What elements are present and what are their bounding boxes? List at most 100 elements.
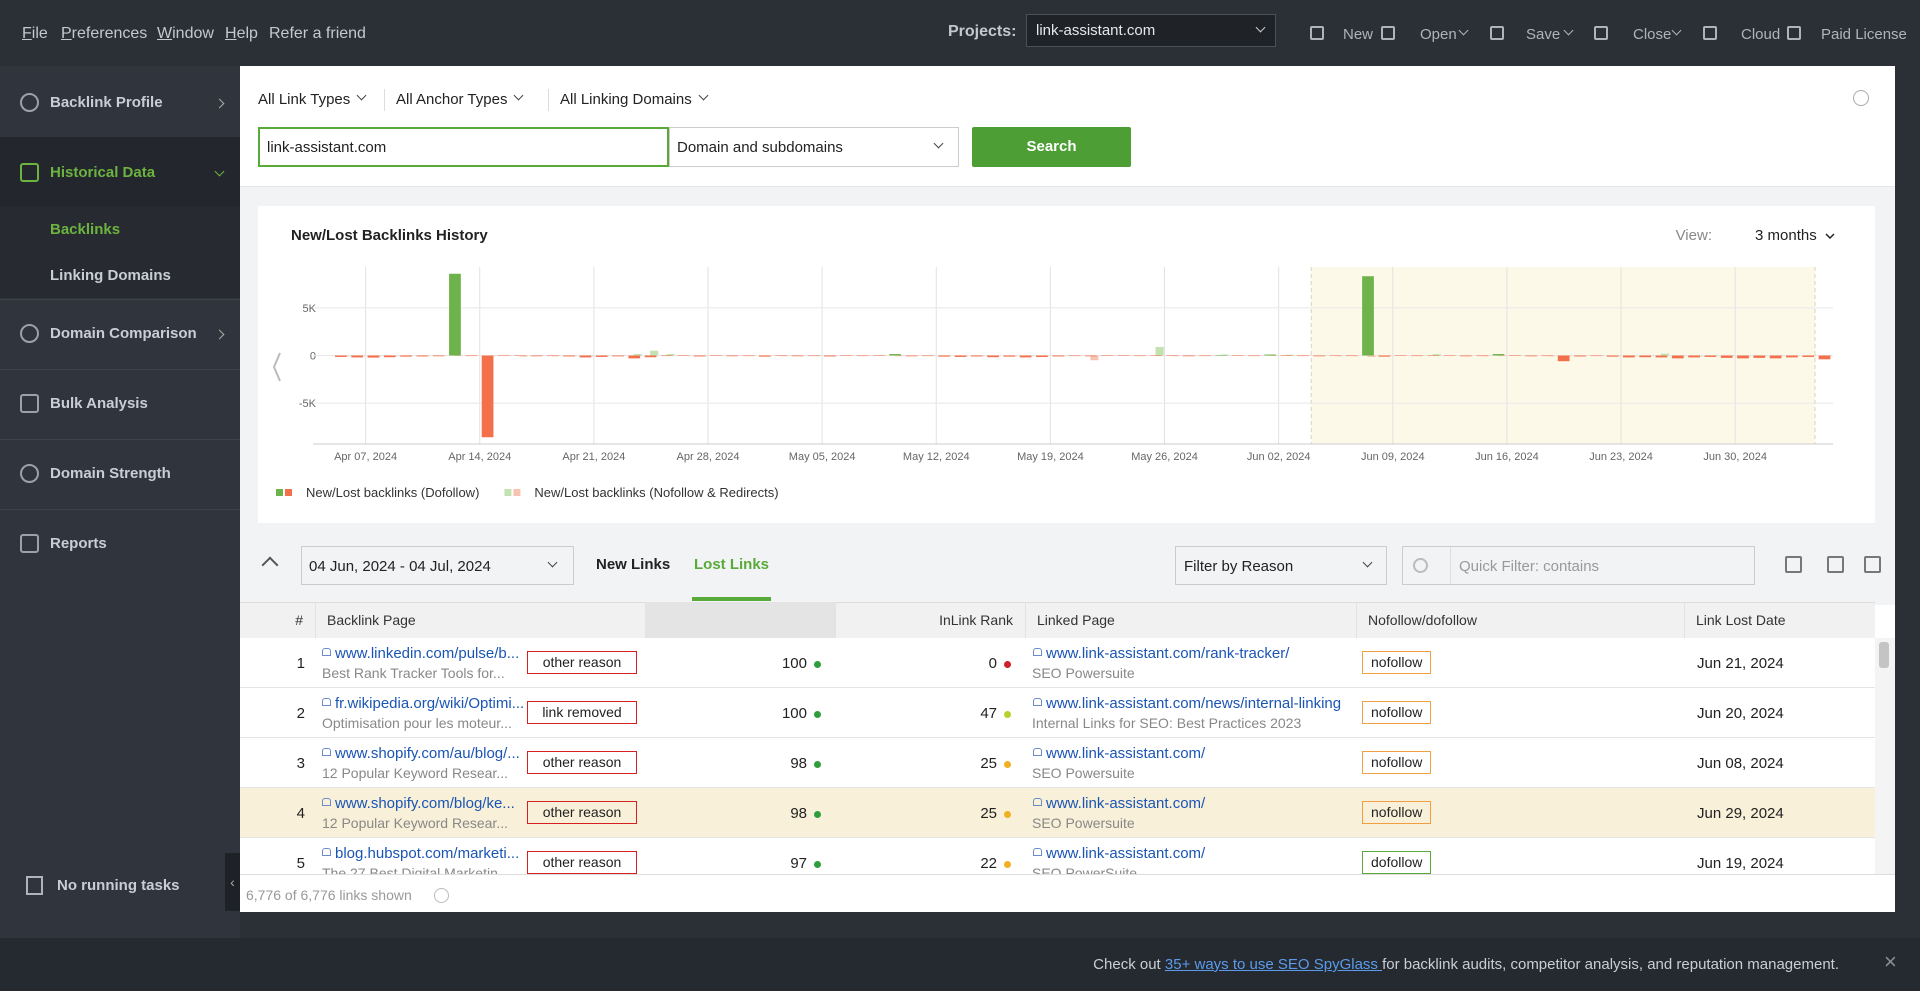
table-row[interactable]: 5 blog.hubspot.com/marketi... The 27 Best …	[240, 838, 1875, 874]
bar	[1476, 355, 1488, 357]
bar	[1285, 354, 1295, 356]
column-shade	[645, 602, 835, 638]
bar	[1367, 355, 1376, 357]
sidebar-item[interactable]: Domain Comparison	[50, 325, 197, 342]
sidebar-subitem[interactable]: Backlinks	[50, 221, 121, 238]
quick-filter[interactable]: Quick Filter: contains	[1402, 546, 1755, 585]
reason-filter[interactable]: Filter by Reason	[1175, 546, 1387, 585]
search-button[interactable]: Search	[972, 127, 1131, 167]
bar	[1215, 355, 1228, 356]
x-tick-label: Jun 16, 2024	[1475, 451, 1539, 463]
linked-url[interactable]: www.link-assistant.com/	[1046, 795, 1206, 812]
bar	[709, 355, 722, 356]
tab-active[interactable]: Lost Links	[694, 556, 770, 573]
row-number: 2	[296, 705, 305, 722]
bar	[1541, 355, 1554, 357]
column-header[interactable]: Link Lost Date	[1696, 612, 1786, 628]
backlink-url[interactable]: blog.hubspot.com/marketi...	[335, 845, 520, 862]
column-header[interactable]: Linked Page	[1037, 612, 1115, 628]
banner-link[interactable]: 35+ ways to use SEO SpyGlass	[1164, 956, 1383, 973]
menu-item[interactable]: Preferences	[61, 25, 148, 42]
toolbar-button[interactable]: Cloud	[1741, 26, 1781, 43]
sidebar-collapse[interactable]: ‹	[225, 853, 240, 911]
backlink-url[interactable]: www.shopify.com/blog/ke...	[335, 795, 515, 812]
bar	[1220, 354, 1229, 356]
column-header[interactable]: InLink Rank	[939, 612, 1013, 628]
column-header[interactable]: Backlink Page	[327, 612, 416, 628]
menu-item[interactable]: File	[22, 25, 48, 42]
bar	[1574, 355, 1586, 357]
reason-badge: other reason	[527, 651, 637, 674]
backlink-title: Best Rank Tracker Tools for...	[322, 665, 505, 681]
caret-icon	[547, 557, 558, 568]
backlink-url[interactable]: www.linkedin.com/pulse/b...	[335, 645, 520, 662]
sidebar-item[interactable]: Reports	[50, 535, 107, 552]
table-row[interactable]: 1 www.linkedin.com/pulse/b... Best Rank Tr…	[240, 638, 1875, 688]
toolbar-button[interactable]: Save	[1526, 26, 1561, 43]
menu-item[interactable]: Refer a friend	[269, 25, 366, 42]
toolbar-button[interactable]: Paid License	[1821, 26, 1907, 43]
filter-dropdown[interactable]: All Link Types	[258, 91, 351, 108]
linked-url[interactable]: www.link-assistant.com/	[1046, 745, 1206, 762]
project-dropdown[interactable]: link-assistant.com	[1026, 14, 1276, 47]
table-tool-icon[interactable]	[1785, 556, 1802, 573]
menu-item[interactable]: Help	[225, 25, 258, 42]
bar	[1155, 346, 1164, 356]
x-tick-label: Jun 02, 2024	[1247, 451, 1311, 463]
table-tool-icon[interactable]	[1864, 556, 1881, 573]
sidebar-subitem[interactable]: Linking Domains	[50, 267, 171, 284]
linked-url[interactable]: www.link-assistant.com/	[1046, 845, 1206, 862]
linked-title: Internal Links for SEO: Best Practices 2…	[1032, 715, 1302, 731]
toolbar-button[interactable]: Open	[1420, 26, 1457, 43]
bar	[954, 355, 967, 357]
top-bar	[0, 0, 1920, 66]
bar	[921, 355, 934, 357]
x-tick-label: Apr 28, 2024	[677, 451, 740, 463]
bar	[1068, 355, 1081, 357]
toolbar-icon	[1490, 26, 1504, 40]
table-row[interactable]: 3 www.shopify.com/au/blog/... 12 Popular K…	[240, 738, 1875, 788]
table-row[interactable]: 4 www.shopify.com/blog/ke... 12 Popular Ke…	[240, 788, 1875, 838]
scrollbar	[1875, 638, 1895, 874]
lock-icon	[322, 648, 331, 656]
tasks-icon	[26, 876, 43, 895]
banner-close[interactable]: ×	[1884, 949, 1897, 974]
search-text: link-assistant.com	[267, 139, 387, 156]
sidebar-item[interactable]: Backlink Profile	[50, 94, 163, 111]
main-panel: All Link Types All Anchor Types All Linkin…	[240, 66, 1895, 912]
backlink-url[interactable]: www.shopify.com/au/blog/...	[335, 745, 520, 762]
toolbar-icon	[1381, 26, 1395, 40]
backlink-url[interactable]: fr.wikipedia.org/wiki/Optimi...	[335, 695, 525, 712]
toolbar-button[interactable]: Close	[1633, 26, 1672, 43]
sidebar-item[interactable]: Historical Data	[50, 164, 156, 181]
follow-badge: nofollow	[1362, 651, 1432, 674]
scope-dropdown[interactable]: Domain and subdomains	[669, 127, 959, 167]
column-header[interactable]: Nofollow/dofollow	[1368, 612, 1477, 628]
sidebar-item[interactable]: Bulk Analysis	[50, 395, 148, 412]
bar	[840, 355, 853, 356]
menu-item[interactable]: Window	[157, 25, 214, 42]
legend-swatch	[513, 489, 521, 496]
search-input[interactable]: link-assistant.com	[258, 127, 669, 167]
bar	[546, 355, 559, 357]
bar	[1150, 355, 1162, 356]
column-header[interactable]: #	[295, 612, 303, 628]
bar	[1019, 355, 1032, 358]
linked-url[interactable]: www.link-assistant.com/rank-tracker/	[1046, 645, 1290, 662]
domain-rank: 98	[790, 755, 807, 772]
table-tool-icon[interactable]	[1827, 556, 1844, 573]
table-row[interactable]: 2 fr.wikipedia.org/wiki/Optimi... Optimisa…	[240, 688, 1875, 738]
bar	[1036, 355, 1048, 358]
filter-dropdown[interactable]: All Anchor Types	[396, 91, 508, 108]
filter-dropdown[interactable]: All Linking Domains	[560, 91, 692, 108]
linked-url[interactable]: www.link-assistant.com/news/internal-lin…	[1046, 695, 1342, 712]
tab[interactable]: New Links	[596, 556, 671, 573]
toolbar-button[interactable]: New	[1343, 26, 1374, 43]
lost-date: Jun 20, 2024	[1697, 705, 1784, 722]
x-tick-label: May 05, 2024	[789, 451, 856, 463]
help-icon	[434, 888, 449, 903]
date-range[interactable]: 04 Jun, 2024 - 04 Jul, 2024	[301, 546, 574, 585]
lost-date: Jun 19, 2024	[1697, 855, 1784, 872]
follow-badge: dofollow	[1362, 851, 1432, 874]
sidebar-item[interactable]: Domain Strength	[50, 465, 171, 482]
